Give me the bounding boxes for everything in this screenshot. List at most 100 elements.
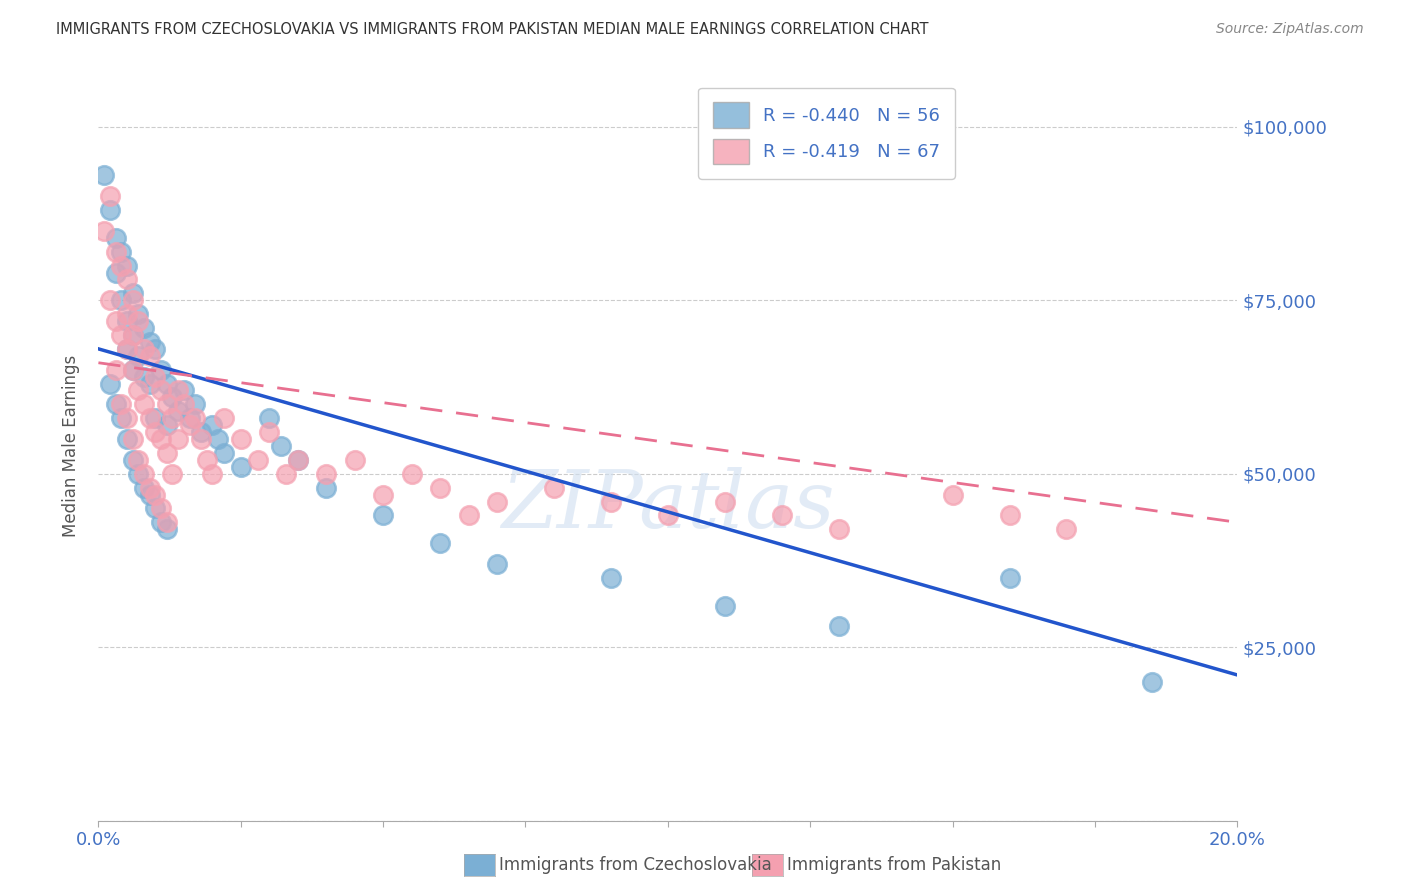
Point bbox=[110, 259, 132, 273]
Point bbox=[1056, 522, 1078, 536]
Point bbox=[207, 432, 229, 446]
Point bbox=[115, 342, 138, 356]
Point bbox=[828, 619, 851, 633]
Point bbox=[150, 501, 173, 516]
Point bbox=[1140, 674, 1163, 689]
Point bbox=[145, 411, 167, 425]
Point bbox=[110, 244, 132, 259]
Point bbox=[270, 439, 292, 453]
Point bbox=[543, 481, 565, 495]
Point bbox=[115, 307, 138, 321]
Point bbox=[104, 314, 127, 328]
Point bbox=[429, 536, 451, 550]
Point bbox=[156, 516, 179, 530]
Point bbox=[104, 397, 127, 411]
Point bbox=[229, 459, 252, 474]
Point bbox=[115, 432, 138, 446]
Point bbox=[156, 446, 179, 460]
Point bbox=[212, 411, 235, 425]
Point bbox=[156, 418, 179, 433]
Point bbox=[714, 599, 737, 613]
Point bbox=[115, 314, 138, 328]
Point bbox=[998, 571, 1021, 585]
Point bbox=[156, 397, 179, 411]
Point bbox=[190, 432, 212, 446]
Point bbox=[457, 508, 479, 523]
Point bbox=[229, 432, 252, 446]
Point bbox=[150, 362, 173, 376]
Point bbox=[276, 467, 298, 481]
Point bbox=[429, 481, 451, 495]
Point bbox=[110, 397, 132, 411]
Point bbox=[127, 307, 149, 321]
Point bbox=[162, 391, 184, 405]
Point bbox=[98, 293, 121, 308]
Point bbox=[115, 259, 138, 273]
Text: Source: ZipAtlas.com: Source: ZipAtlas.com bbox=[1216, 22, 1364, 37]
Point bbox=[121, 453, 143, 467]
Point bbox=[150, 384, 173, 398]
Point bbox=[600, 494, 623, 508]
Point bbox=[132, 342, 155, 356]
Point bbox=[110, 411, 132, 425]
Point bbox=[156, 376, 179, 391]
Point bbox=[127, 453, 149, 467]
Point bbox=[127, 384, 149, 398]
Point bbox=[167, 384, 190, 398]
Point bbox=[138, 481, 160, 495]
Point bbox=[121, 293, 143, 308]
Point bbox=[942, 487, 965, 501]
Point bbox=[115, 342, 138, 356]
Point bbox=[104, 266, 127, 280]
Point bbox=[173, 397, 195, 411]
Y-axis label: Median Male Earnings: Median Male Earnings bbox=[62, 355, 80, 537]
Point bbox=[138, 411, 160, 425]
Point bbox=[115, 411, 138, 425]
Point bbox=[343, 453, 366, 467]
Point bbox=[110, 328, 132, 343]
Point bbox=[287, 453, 309, 467]
Point bbox=[246, 453, 269, 467]
Text: ZIPatlas: ZIPatlas bbox=[501, 467, 835, 545]
Point bbox=[167, 432, 190, 446]
Point bbox=[486, 494, 509, 508]
Point bbox=[828, 522, 851, 536]
Point bbox=[132, 369, 155, 384]
Point bbox=[98, 376, 121, 391]
Point bbox=[115, 272, 138, 286]
Point bbox=[287, 453, 309, 467]
Point bbox=[600, 571, 623, 585]
Point bbox=[184, 411, 207, 425]
Point bbox=[212, 446, 235, 460]
Point bbox=[401, 467, 423, 481]
Point bbox=[121, 362, 143, 376]
Point bbox=[121, 286, 143, 301]
Point bbox=[184, 397, 207, 411]
Point bbox=[657, 508, 679, 523]
Point bbox=[132, 467, 155, 481]
Point bbox=[315, 467, 337, 481]
Point bbox=[486, 557, 509, 571]
Point bbox=[98, 203, 121, 218]
Point bbox=[195, 453, 218, 467]
Point bbox=[145, 342, 167, 356]
Point bbox=[121, 362, 143, 376]
Text: Immigrants from Pakistan: Immigrants from Pakistan bbox=[787, 856, 1001, 874]
Point bbox=[259, 425, 281, 439]
Legend: R = -0.440   N = 56, R = -0.419   N = 67: R = -0.440 N = 56, R = -0.419 N = 67 bbox=[699, 88, 955, 178]
Point bbox=[315, 481, 337, 495]
Point bbox=[132, 481, 155, 495]
Point bbox=[373, 508, 395, 523]
Point bbox=[98, 189, 121, 203]
Point bbox=[138, 376, 160, 391]
Point bbox=[259, 411, 281, 425]
Point bbox=[104, 362, 127, 376]
Point bbox=[190, 425, 212, 439]
Point bbox=[121, 432, 143, 446]
Point bbox=[145, 369, 167, 384]
Point bbox=[150, 516, 173, 530]
Point bbox=[173, 384, 195, 398]
Point bbox=[770, 508, 793, 523]
Point bbox=[179, 418, 201, 433]
Point bbox=[127, 314, 149, 328]
